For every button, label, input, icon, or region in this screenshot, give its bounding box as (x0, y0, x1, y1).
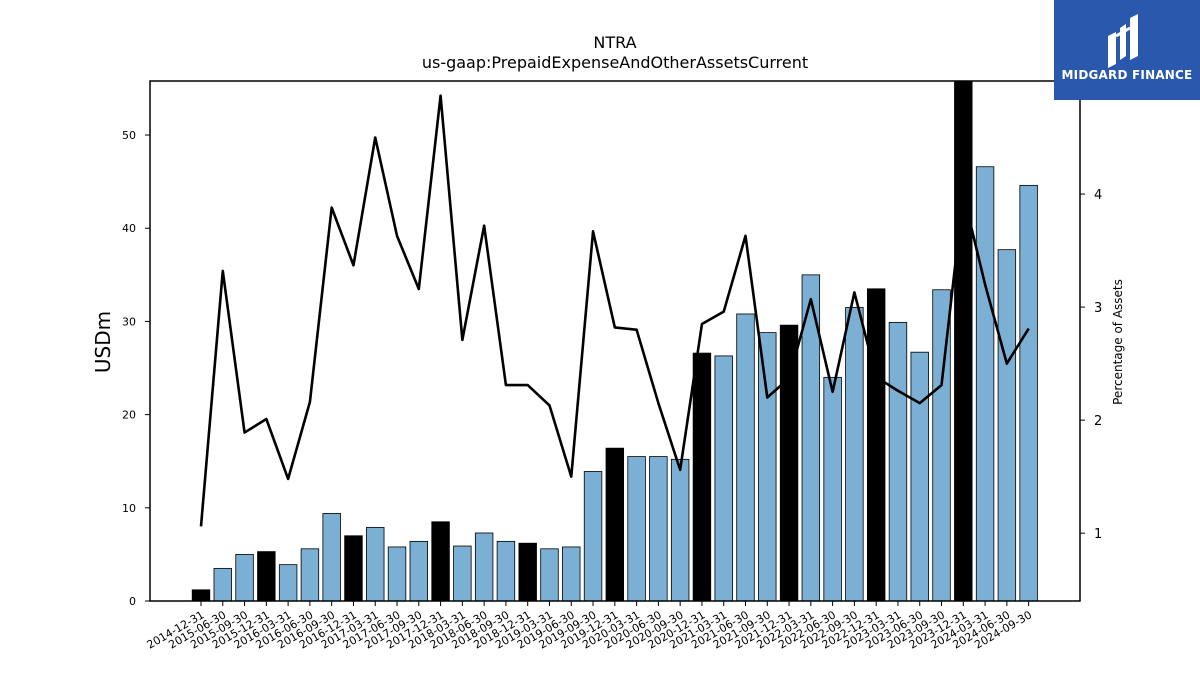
bar-2016-12-31 (344, 535, 363, 602)
y2-tick-labels: 1 2 3 4 (1080, 188, 1102, 542)
bar-series (191, 80, 1038, 602)
chart-subtitle: us-gaap:PrepaidExpenseAndOtherAssetsCurr… (421, 53, 809, 72)
bar-2023-12-31 (954, 80, 973, 602)
logo-icon (1108, 14, 1138, 68)
bar-2017-03-31 (366, 526, 385, 602)
bar-2018-06-30 (474, 532, 494, 602)
y-tick-label-50: 50 (122, 129, 136, 142)
bar-2019-12-31 (605, 447, 625, 602)
bar-2019-06-30 (562, 546, 581, 602)
bar-2024-09-30 (1019, 184, 1038, 602)
bar-2024-06-30 (997, 249, 1017, 602)
bar-2020-12-31 (692, 352, 712, 602)
y-tick-label-40: 40 (122, 222, 136, 235)
bar-2020-06-30 (649, 456, 668, 602)
percentage-line (199, 94, 1030, 527)
bar-2017-12-31 (431, 521, 450, 602)
chart-title: NTRA (593, 33, 637, 52)
y-tick-label-20: 20 (122, 409, 136, 422)
y-tick-label-10: 10 (122, 502, 136, 515)
bar-2023-06-30 (910, 351, 929, 602)
y-tick-label-30: 30 (122, 315, 136, 328)
bar-2024-03-31 (975, 166, 995, 602)
bar-2019-09-30 (583, 471, 603, 602)
line-series (199, 94, 1030, 527)
bar-2016-06-30 (300, 548, 320, 602)
bar-2017-09-30 (409, 540, 429, 602)
bar-2021-06-30 (736, 313, 755, 602)
bar-2015-06-30 (213, 567, 232, 602)
y2-tick-label-3: 3 (1094, 301, 1102, 316)
logo: MIDGARD FINANCE (1054, 0, 1200, 100)
logo-text: MIDGARD FINANCE (1061, 68, 1193, 82)
x-tick-labels: 2014-12-312015-06-302015-09-302015-12-31… (145, 601, 1034, 652)
bar-2021-09-30 (758, 332, 777, 602)
bar-2015-12-31 (257, 551, 276, 602)
bar-2020-03-31 (627, 456, 646, 602)
bar-2021-03-31 (714, 355, 733, 602)
y-axis-label: USDm (91, 311, 115, 373)
bar-2016-09-30 (322, 513, 341, 602)
bar-2022-12-31 (866, 288, 886, 602)
y2-tick-label-4: 4 (1094, 188, 1102, 203)
bar-2023-03-31 (888, 321, 908, 602)
y-tick-labels: 0 10 20 30 40 50 (122, 129, 150, 608)
bar-2019-03-31 (540, 548, 559, 602)
bar-2021-12-31 (779, 324, 799, 602)
bar-2018-03-31 (453, 545, 472, 602)
bar-2015-09-30 (235, 554, 254, 602)
bar-2022-06-30 (823, 376, 842, 602)
bar-2020-09-30 (670, 458, 690, 602)
bar-2017-06-30 (387, 546, 407, 602)
bar-2018-09-30 (496, 540, 516, 602)
y2-axis-label: Percentage of Assets (1111, 279, 1125, 405)
bar-2022-09-30 (845, 307, 864, 602)
bar-2018-12-31 (518, 542, 537, 602)
bar-2014-12-31 (191, 589, 211, 602)
bar-2016-03-31 (278, 564, 298, 602)
y-tick-label-0: 0 (129, 595, 136, 608)
y2-tick-label-1: 1 (1094, 527, 1102, 542)
y2-tick-label-2: 2 (1094, 414, 1102, 429)
